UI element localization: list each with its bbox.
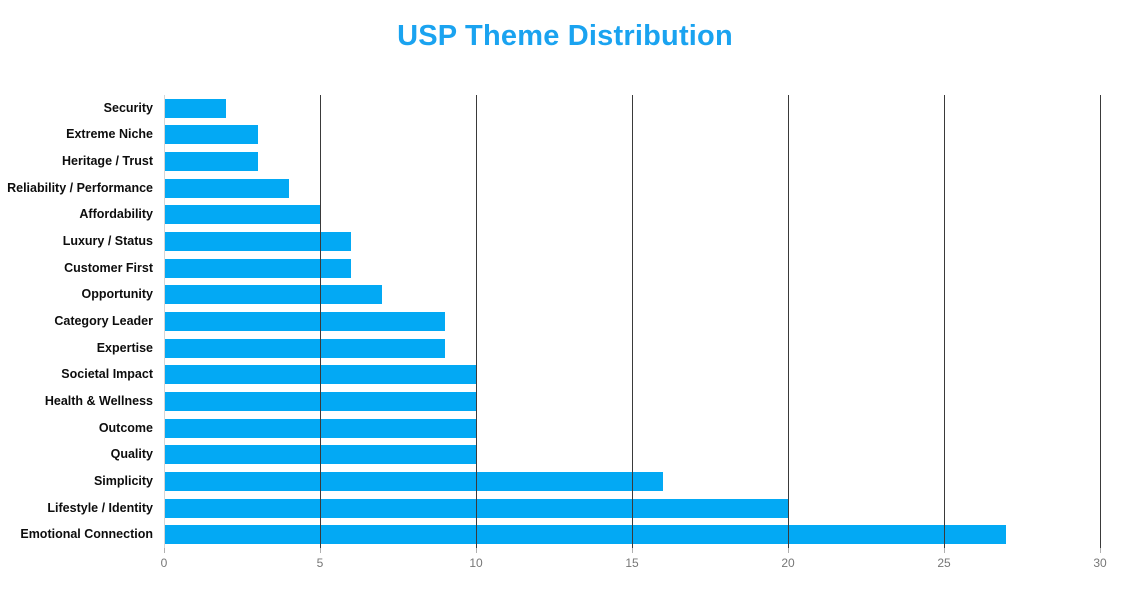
x-tick-mark-25 [944, 548, 945, 553]
y-axis-label: Health & Wellness [44, 393, 153, 408]
x-tick-mark-0 [164, 548, 165, 553]
bar-security [164, 98, 227, 118]
x-tick-label: 25 [937, 556, 951, 570]
x-tick-label: 10 [469, 556, 483, 570]
bar-fill [164, 232, 352, 252]
y-axis-label: Security [103, 100, 153, 115]
bar-reliability-performance [164, 178, 289, 198]
plot-area [164, 95, 1101, 548]
x-tick-mark-15 [632, 548, 633, 553]
bar-fill [164, 498, 788, 518]
bar-societal-impact [164, 365, 476, 385]
bar-luxury-status [164, 232, 352, 252]
bar-heritage-trust [164, 152, 258, 172]
x-tick-label: 5 [316, 556, 324, 570]
x-axis-ticks: 0 5 10 15 20 25 30 [160, 548, 1107, 578]
bar-fill [164, 391, 476, 411]
y-axis-label: Simplicity [93, 473, 153, 488]
y-axis-label: Category Leader [54, 314, 153, 328]
page-title: USP Theme Distribution [397, 20, 733, 52]
bar-fill [164, 445, 476, 465]
bar-fill [164, 285, 383, 305]
bar-emotional-connection [164, 525, 1007, 545]
bar-fill [164, 312, 445, 331]
bar-fill [164, 98, 227, 118]
y-axis-label: Expertise [96, 340, 153, 355]
x-tick-label: 15 [625, 556, 639, 570]
x-tick-label: 0 [160, 556, 168, 570]
bar-fill [164, 525, 1007, 545]
bar-expertise [164, 338, 445, 358]
bar-fill [164, 205, 320, 225]
bar-quality [164, 445, 476, 465]
bar-affordability [164, 205, 320, 225]
x-tick-label: 30 [1093, 556, 1107, 570]
bar-fill [164, 471, 664, 491]
y-axis-label: Reliability / Performance [7, 180, 153, 195]
x-tick-mark-30 [1100, 548, 1101, 553]
bar-category-leader [164, 312, 445, 331]
y-axis-labels: Security Extreme Niche Heritage / Trust Rel… [0, 95, 153, 548]
y-axis-label: Lifestyle / Identity [47, 500, 153, 515]
bar-fill [164, 418, 476, 438]
y-axis-label: Outcome [98, 420, 153, 435]
bar-fill [164, 338, 445, 358]
y-axis-label: Affordability [79, 207, 153, 222]
bar-fill [164, 152, 258, 172]
y-axis-label: Societal Impact [61, 367, 153, 382]
bar-fill [164, 365, 476, 385]
bar-fill [164, 178, 289, 198]
bar-opportunity [164, 285, 383, 305]
x-tick-mark-20 [788, 548, 789, 553]
y-axis-label: Customer First [64, 260, 153, 275]
x-tick-mark-5 [320, 548, 321, 553]
gridline-30 [1100, 95, 1101, 548]
bar-customer-first [164, 258, 352, 278]
x-tick-mark-10 [476, 548, 477, 553]
bar-fill [164, 125, 258, 145]
y-axis-label: Extreme Niche [66, 127, 153, 142]
y-axis-label: Luxury / Status [62, 234, 153, 249]
bar-extreme-niche [164, 125, 258, 145]
y-axis-label: Emotional Connection [20, 527, 153, 542]
y-axis-label: Quality [110, 447, 153, 462]
bar-lifestyle-identity [164, 498, 788, 518]
y-axis-label: Heritage / Trust [62, 154, 153, 169]
bar-series [164, 95, 1100, 548]
bar-health-wellness [164, 391, 476, 411]
bar-outcome [164, 418, 476, 438]
y-axis-label: Opportunity [81, 287, 153, 302]
bar-simplicity [164, 471, 664, 491]
bar-fill [164, 258, 352, 278]
x-tick-label: 20 [781, 556, 795, 570]
